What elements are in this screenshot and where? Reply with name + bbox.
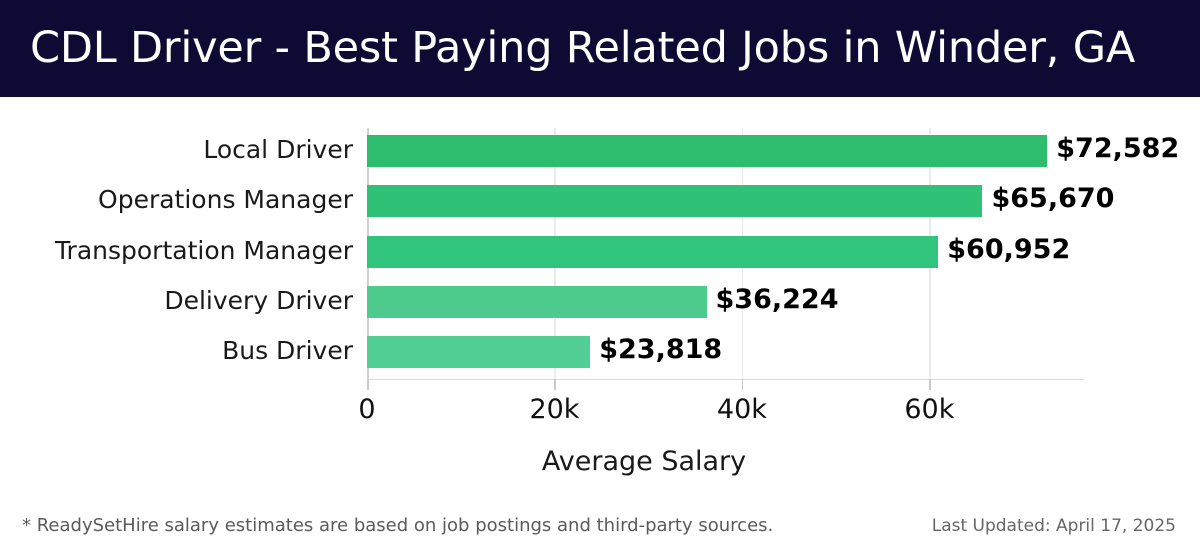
bar[interactable] (367, 285, 707, 318)
category-label: Transportation Manager (54, 235, 353, 265)
x-tick-mark (367, 379, 369, 390)
x-tick-mark (741, 379, 744, 390)
bar[interactable] (367, 135, 1048, 168)
bar-value-label: $72,582 (1056, 133, 1180, 165)
x-tick-mark (554, 379, 557, 390)
category-label: Local Driver (203, 135, 353, 165)
plot-area: 0 20k 40k 60k (358, 128, 1084, 425)
page-title: CDL Driver - Best Paying Related Jobs in… (30, 23, 1136, 73)
bar[interactable] (367, 185, 983, 218)
category-label: Operations Manager (98, 185, 353, 215)
bar[interactable] (367, 335, 591, 368)
category-label: Bus Driver (222, 335, 353, 365)
bar-value-label: $36,224 (715, 283, 839, 315)
footer-disclaimer: * ReadySetHire salary estimates are base… (22, 515, 774, 536)
header-banner: CDL Driver - Best Paying Related Jobs in… (0, 0, 1200, 97)
x-tick-mark (929, 379, 931, 390)
category-label: Delivery Driver (164, 285, 353, 315)
x-tick-label: 40k (716, 394, 767, 425)
x-axis-title: Average Salary (0, 446, 1200, 477)
x-tick-label: 20k (529, 394, 580, 425)
footer-last-updated: Last Updated: April 17, 2025 (931, 516, 1176, 536)
chart-container: 0 20k 40k 60k Local Driver Operations Manage… (0, 97, 1200, 497)
bar-value-label: $60,952 (947, 233, 1071, 265)
bar-value-label: $65,670 (991, 183, 1115, 215)
x-axis-line (367, 379, 1084, 381)
x-axis-title-text: Average Salary (541, 446, 747, 477)
x-tick-label: 60k (904, 394, 955, 425)
bar-value-label: $23,818 (599, 333, 723, 365)
bar[interactable] (367, 235, 939, 268)
x-tick-label: 0 (358, 394, 376, 425)
